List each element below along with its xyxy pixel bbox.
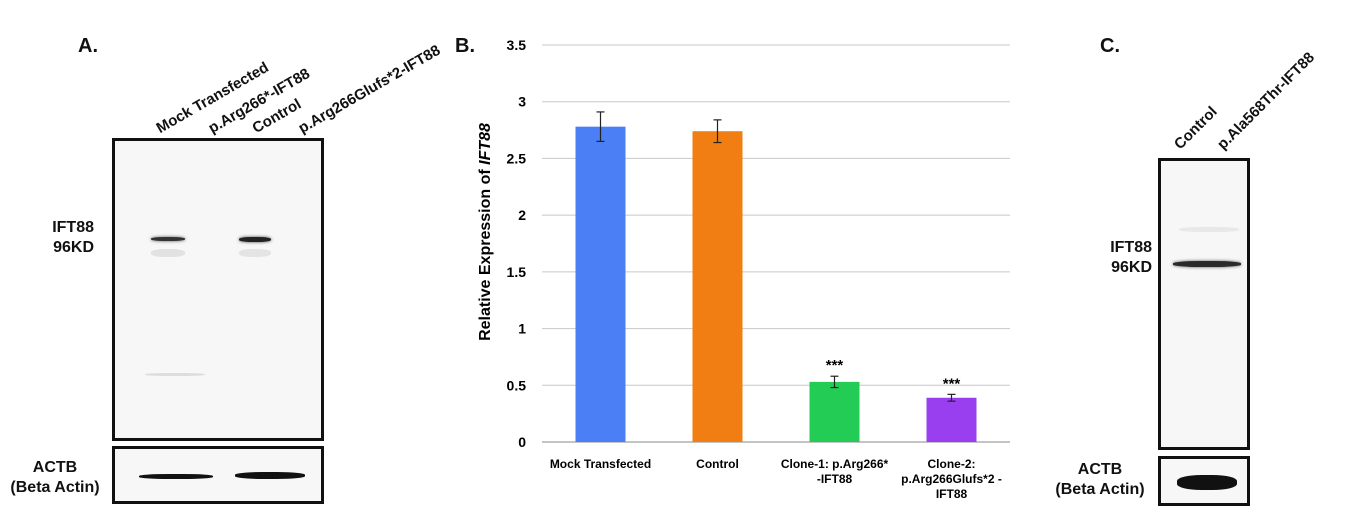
- panel-a-target-label: IFT88 96KD: [18, 218, 94, 258]
- bar: [926, 397, 977, 442]
- blot-band: [1173, 261, 1241, 267]
- panel-c-lane-label: p.Ala568Thr-IFT88: [1213, 49, 1318, 153]
- panel-a-lane-label: p.Arg266Glufs*2-IFT88: [295, 41, 444, 137]
- blot-band: [151, 237, 185, 241]
- loading-desc: (Beta Actin): [10, 479, 100, 496]
- blot-band-faint: [151, 249, 185, 257]
- panel-b-letter: B.: [455, 35, 475, 57]
- panel-c-letter: C.: [1100, 35, 1120, 57]
- significance-label: ***: [826, 357, 844, 374]
- y-tick-labels: 0 0.5 1 1.5 2 2.5 3 3.5: [507, 37, 527, 450]
- panel-c-loading-label: ACTB (Beta Actin): [1048, 460, 1152, 500]
- x-tick-labels: Mock Transfected Control Clone-1: p.Arg266…: [550, 457, 1002, 501]
- panel-a-loading-blot: [112, 446, 324, 504]
- blot-band: [139, 474, 213, 479]
- x-tick-label: Mock Transfected: [550, 457, 651, 471]
- x-tick-label: Clone-2:: [928, 457, 976, 471]
- x-tick-label: -IFT88: [817, 472, 853, 486]
- panel-c-main-blot: [1158, 158, 1250, 450]
- x-tick-label: Control: [696, 457, 739, 471]
- panel-a-main-blot: [112, 138, 324, 441]
- target-name: IFT88: [52, 219, 94, 236]
- target-size: 96KD: [1111, 259, 1152, 276]
- target-name: IFT88: [1110, 239, 1152, 256]
- blot-band: [1177, 475, 1237, 490]
- bar: [575, 126, 626, 442]
- panel-c-target-label: IFT88 96KD: [1072, 238, 1152, 278]
- x-tick-label: IFT88: [936, 487, 968, 501]
- y-tick-label: 3: [518, 94, 526, 110]
- loading-name: ACTB: [32, 459, 78, 476]
- bar-chart: 0 0.5 1 1.5 2 2.5 3 3.5 *** *** Mock Transfected…: [477, 37, 1010, 501]
- target-size: 96KD: [53, 239, 94, 256]
- chart-gridlines: [542, 44, 1010, 443]
- significance-label: ***: [943, 375, 961, 392]
- y-tick-label: 0: [518, 434, 526, 450]
- x-tick-label: p.Arg266Glufs*2 -: [901, 472, 1002, 486]
- y-tick-label: 2: [518, 207, 526, 223]
- blot-band-faint: [1179, 227, 1239, 232]
- blot-band: [239, 237, 271, 242]
- x-tick-label: Clone-1: p.Arg266*: [781, 457, 889, 471]
- y-axis-label-text: Relative Expression of: [477, 165, 494, 341]
- panel-c-lane-label: Control: [1170, 103, 1221, 153]
- loading-name: ACTB: [1077, 461, 1123, 478]
- y-tick-label: 0.5: [507, 377, 527, 393]
- chart-bars: *** ***: [575, 111, 977, 442]
- panel-c-loading-blot: [1158, 456, 1250, 506]
- y-tick-label: 2.5: [507, 150, 527, 166]
- y-tick-label: 1.5: [507, 264, 527, 280]
- y-axis-label: Relative Expression of IFT88: [477, 123, 494, 341]
- blot-band-faint: [145, 373, 205, 376]
- y-axis-label-gene: IFT88: [477, 123, 494, 165]
- y-tick-label: 1: [518, 321, 526, 337]
- blot-band: [235, 472, 305, 479]
- bar: [809, 381, 860, 442]
- bar: [692, 131, 743, 442]
- blot-band-faint: [239, 249, 271, 257]
- panel-a-letter: A.: [78, 35, 98, 57]
- loading-desc: (Beta Actin): [1055, 481, 1145, 498]
- y-tick-label: 3.5: [507, 37, 527, 53]
- panel-a-loading-label: ACTB (Beta Actin): [0, 458, 110, 498]
